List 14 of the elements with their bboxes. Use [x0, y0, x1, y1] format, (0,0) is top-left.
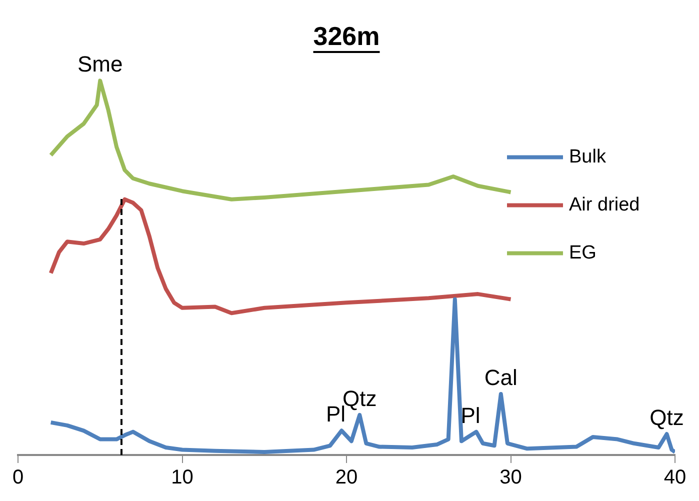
legend-label: Air dried: [569, 194, 640, 216]
annotation: Sme: [78, 52, 123, 77]
annotation: Qtz: [342, 386, 377, 412]
legend-label: Bulk: [569, 146, 606, 168]
annotation: Pl: [460, 402, 480, 428]
x-tick-label: 10: [171, 466, 194, 489]
x-tick-label: 30: [500, 466, 522, 489]
legend-label: EG: [569, 242, 596, 264]
x-tick-label: 40: [664, 466, 686, 489]
x-tick-label: 0: [12, 466, 24, 489]
x-tick-label: 20: [335, 466, 358, 489]
chart-title: 326m: [313, 20, 380, 51]
annotation: Qtz: [650, 405, 684, 430]
annotation: Cal: [484, 365, 518, 390]
